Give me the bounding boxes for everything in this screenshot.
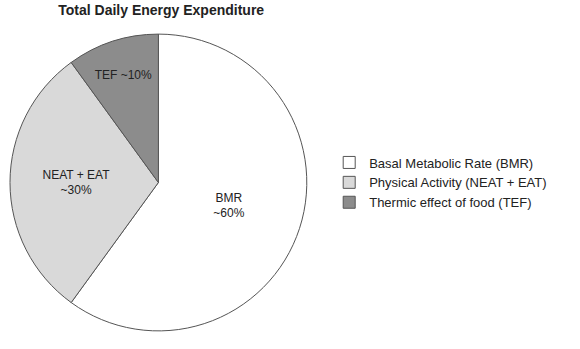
svg-text:Thermic effect of food (TEF): Thermic effect of food (TEF): [369, 195, 531, 210]
svg-text:BMR~60%: BMR~60%: [213, 191, 244, 221]
svg-text:Basal Metabolic Rate (BMR): Basal Metabolic Rate (BMR): [369, 156, 533, 171]
svg-text:TEF ~10%: TEF ~10%: [95, 68, 152, 82]
svg-text:NEAT + EAT~30%: NEAT + EAT~30%: [43, 168, 111, 198]
svg-text:Physical Activity (NEAT + EAT): Physical Activity (NEAT + EAT): [369, 175, 546, 190]
svg-text:Total Daily Energy Expenditure: Total Daily Energy Expenditure: [58, 2, 264, 18]
